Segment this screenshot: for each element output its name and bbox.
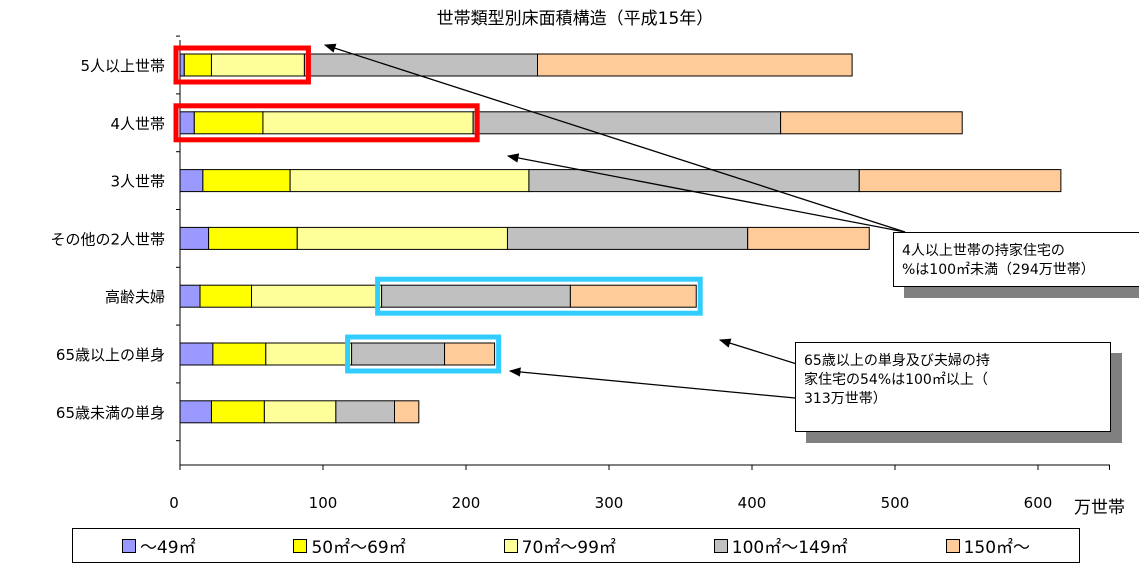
callout-line: 65歳以上の単身及び夫婦の持 bbox=[804, 353, 990, 369]
bar-segment bbox=[289, 169, 530, 193]
bar-segment bbox=[263, 400, 337, 424]
legend-label: 100㎡～149㎡ bbox=[731, 538, 848, 558]
legend-swatch bbox=[945, 538, 960, 553]
category-label: 高齢夫婦 bbox=[105, 288, 165, 306]
category-label: 5人以上世帯 bbox=[80, 57, 165, 75]
bar-segment bbox=[179, 342, 214, 366]
bar-segment bbox=[472, 111, 782, 135]
bar-segment bbox=[537, 53, 853, 77]
legend-label: ～49㎡ bbox=[139, 538, 196, 558]
category-label: その他の2人世帯 bbox=[50, 230, 165, 248]
bar-segment bbox=[179, 226, 210, 250]
bar-segment bbox=[208, 226, 298, 250]
legend-label: 70㎡～99㎡ bbox=[521, 538, 616, 558]
bar-segment bbox=[569, 284, 697, 308]
arrow bbox=[718, 338, 801, 366]
bar-segment bbox=[528, 169, 860, 193]
bars bbox=[179, 53, 1062, 424]
arrows bbox=[323, 43, 906, 399]
bar-segment bbox=[303, 53, 538, 77]
x-tick-labels: 0 100 200 300 400 500 600 bbox=[169, 494, 1052, 512]
bar-segment bbox=[179, 400, 212, 424]
x-tick-label: 500 bbox=[881, 494, 910, 512]
bar-segment bbox=[444, 342, 496, 366]
highlight-box-red bbox=[173, 45, 311, 85]
callout-elderly-households: 65歳以上の単身及び夫婦の持 家住宅の54%は100㎡以上（ 313万世帯） bbox=[795, 342, 1111, 432]
x-tick-label: 100 bbox=[309, 494, 338, 512]
legend-item: 100㎡～149㎡ bbox=[713, 533, 848, 558]
bar-segment bbox=[335, 400, 395, 424]
arrow bbox=[323, 43, 906, 233]
legend-item: ～49㎡ bbox=[121, 533, 196, 558]
bar-segment bbox=[199, 284, 253, 308]
callout-line: %は100㎡未満（294万世帯） bbox=[902, 262, 1095, 278]
bar-segment bbox=[179, 111, 195, 135]
bar-segment bbox=[210, 53, 305, 77]
x-tick-label: 300 bbox=[595, 494, 624, 512]
legend-item: 150㎡～ bbox=[945, 533, 1031, 558]
bar-segment bbox=[265, 342, 353, 366]
legend-label: 150㎡～ bbox=[963, 538, 1031, 558]
arrow bbox=[508, 367, 796, 399]
bar-segment bbox=[506, 226, 749, 250]
legend-swatch bbox=[121, 538, 136, 553]
bar-segment bbox=[351, 342, 446, 366]
bar-segment bbox=[858, 169, 1062, 193]
highlight-box-red bbox=[173, 103, 480, 143]
x-tick-label: 600 bbox=[1024, 494, 1053, 512]
x-tick-label: 0 bbox=[169, 494, 179, 512]
callout-large-households: 4人以上世帯の持家住宅の %は100㎡未満（294万世帯） bbox=[893, 232, 1139, 287]
bar-segment bbox=[212, 342, 267, 366]
bar-segment bbox=[179, 53, 185, 77]
legend-item: 50㎡～69㎡ bbox=[293, 533, 406, 558]
bar-segment bbox=[394, 400, 420, 424]
legend-label: 50㎡～69㎡ bbox=[311, 538, 406, 558]
callout-line: 313万世帯） bbox=[804, 391, 887, 407]
highlight-boxes bbox=[173, 45, 703, 374]
x-axis-unit: 万世帯 bbox=[1074, 498, 1125, 518]
chart-title: 世帯類型別床面積構造（平成15年） bbox=[437, 9, 714, 29]
bar-segment bbox=[183, 53, 212, 77]
legend: ～49㎡ 50㎡～69㎡ 70㎡～99㎡ 100㎡～149㎡ 150㎡～ bbox=[72, 528, 1080, 563]
bar-segment bbox=[193, 111, 264, 135]
bar-segment bbox=[202, 169, 291, 193]
category-label: 65歳以上の単身 bbox=[56, 346, 165, 364]
legend-item: 70㎡～99㎡ bbox=[503, 533, 616, 558]
highlight-box-cyan bbox=[345, 334, 502, 374]
callout-line: 家住宅の54%は100㎡以上（ bbox=[804, 372, 988, 388]
category-label: 3人世帯 bbox=[110, 173, 165, 191]
bar-segment bbox=[381, 284, 571, 308]
bar-segment bbox=[747, 226, 870, 250]
legend-swatch bbox=[713, 538, 728, 553]
bar-segment bbox=[262, 111, 474, 135]
category-label: 65歳未満の単身 bbox=[56, 404, 165, 422]
bar-segment bbox=[251, 284, 383, 308]
bar-segment bbox=[296, 226, 508, 250]
highlight-box-cyan bbox=[375, 276, 703, 316]
bar-segment bbox=[179, 169, 204, 193]
axes bbox=[176, 35, 1110, 470]
x-tick-label: 400 bbox=[738, 494, 767, 512]
legend-swatch bbox=[503, 538, 518, 553]
legend-swatch bbox=[293, 538, 308, 553]
callout-line: 4人以上世帯の持家住宅の bbox=[902, 243, 1065, 259]
bar-segment bbox=[780, 111, 963, 135]
arrow bbox=[506, 153, 906, 233]
bar-segment bbox=[210, 400, 265, 424]
x-tick-label: 200 bbox=[452, 494, 481, 512]
category-label: 4人世帯 bbox=[110, 115, 165, 133]
bar-segment bbox=[179, 284, 201, 308]
